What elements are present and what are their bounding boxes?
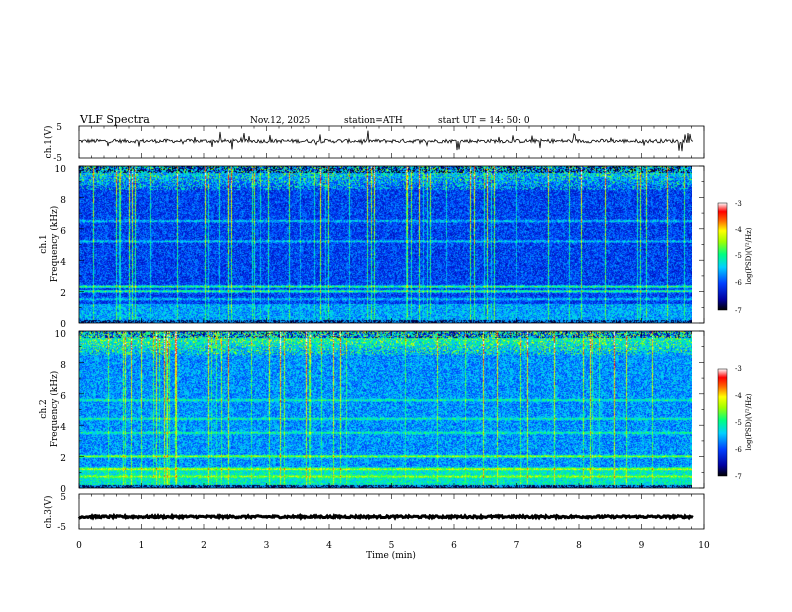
x-tick-label-0: 0 (76, 541, 82, 551)
colorbar-ch2-tick-m7: -7 (735, 473, 742, 481)
ch3-waveform-panel: 5 -5 ch.3(V) (43, 493, 705, 533)
ch1-ytick-top: 5 (56, 123, 62, 133)
ch1-ytick-0: 0 (60, 320, 66, 330)
ch1-ytick-8: 8 (60, 196, 66, 206)
ch2-spectrogram-panel: 10 8 6 4 2 0 ch.2 Frequency (kHz) (39, 330, 705, 495)
colorbar-ch2-tick-m4: -4 (735, 392, 742, 400)
x-tick-label-6: 6 (451, 541, 457, 551)
x-tick-label-9: 9 (639, 541, 645, 551)
colorbar-ch2: -3 -4 -5 -6 -7 log(PSD)(V²/Hz) (717, 365, 753, 481)
station-label: station=ATH (344, 116, 403, 126)
ch1-waveform-panel: 5 -5 ch.1(V) (43, 123, 705, 164)
x-tick-label-5: 5 (389, 541, 395, 551)
ch1-ytick-bottom: -5 (53, 154, 62, 164)
ch1-ytick-6: 6 (60, 227, 66, 237)
axis-ticks (78, 126, 705, 529)
ch1-spectrogram-panel: 10 8 6 4 2 0 ch.1 Frequency (kHz) (39, 165, 705, 330)
x-tick-labels: 0 1 2 3 4 5 6 7 8 9 10 (76, 541, 710, 551)
x-tick-label-4: 4 (326, 541, 332, 551)
ch3-ylabel: ch.3(V) (43, 496, 54, 529)
x-tick-label-10: 10 (698, 541, 710, 551)
colorbar-ch2-tick-m6: -6 (735, 446, 742, 454)
colorbar-ch2-tick-m3: -3 (735, 365, 742, 373)
colorbar-ch2-gradient (717, 368, 728, 477)
colorbar-ch1-tick-m6: -6 (735, 279, 742, 287)
ch2-ytick-2: 2 (60, 454, 66, 464)
date-label: Nov.12, 2025 (250, 116, 311, 126)
ch1-ylabel: ch.1(V) (43, 126, 54, 159)
ch1-ytick-2: 2 (60, 289, 66, 299)
ch3-ytick-top: 5 (60, 493, 66, 503)
colorbar-ch1-gradient (717, 202, 728, 311)
colorbar-ch1-label: log(PSD)(V²/Hz) (745, 227, 753, 284)
ch1-spec-ylabel-top: ch.1 (39, 234, 49, 253)
ch3-ytick-bottom: -5 (57, 523, 66, 533)
ch2-ytick-4: 4 (60, 423, 66, 433)
ch2-ytick-10: 10 (55, 330, 67, 340)
ch1-ytick-10: 10 (55, 165, 67, 175)
x-tick-label-3: 3 (264, 541, 270, 551)
colorbar-ch2-label: log(PSD)(V²/Hz) (745, 393, 753, 450)
start-time-label: start UT = 14: 50: 0 (438, 116, 530, 126)
colorbar-ch1: -3 -4 -5 -6 -7 log(PSD)(V²/Hz) (717, 200, 753, 315)
x-tick-label-1: 1 (139, 541, 145, 551)
colorbar-ch1-tick-m4: -4 (735, 226, 742, 234)
colorbar-ch2-tick-m5: -5 (735, 419, 742, 427)
ch3-waveform-line (77, 512, 694, 521)
ch3-frame (78, 493, 705, 530)
ch1-waveform-line (78, 130, 694, 152)
x-tick-label-8: 8 (576, 541, 582, 551)
ch2-ytick-6: 6 (60, 392, 66, 402)
figure-title: VLF Spectra (79, 113, 150, 126)
ch1-ytick-4: 4 (60, 258, 66, 268)
ch1-spec-ylabel: Frequency (kHz) (49, 206, 60, 283)
colorbar-ch1-tick-m5: -5 (735, 252, 742, 260)
ch2-ytick-0: 0 (60, 485, 66, 495)
ch2-spec-ylabel-top: ch.2 (39, 399, 49, 418)
colorbar-ch1-tick-m3: -3 (735, 200, 742, 208)
ch1-spectrogram-heatmap (79, 166, 692, 323)
ch2-spec-ylabel: Frequency (kHz) (49, 371, 60, 448)
ch2-ytick-8: 8 (60, 361, 66, 371)
x-tick-label-7: 7 (514, 541, 520, 551)
ch2-spectrogram-heatmap (79, 331, 692, 488)
x-axis-label: Time (min) (366, 550, 416, 561)
colorbar-ch1-tick-m7: -7 (735, 307, 742, 315)
x-tick-label-2: 2 (201, 541, 207, 551)
